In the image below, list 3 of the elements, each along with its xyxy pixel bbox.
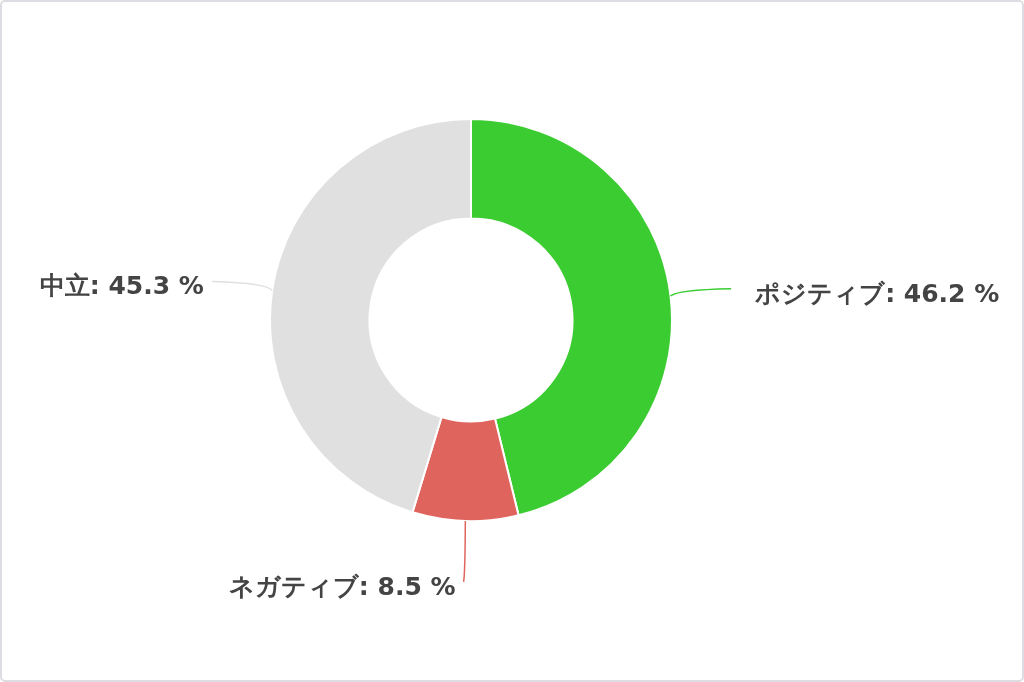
slice-label: ポジティブ: 46.2 % (754, 278, 1000, 308)
slice-label: ネガティブ: 8.5 % (228, 571, 456, 601)
slice-label: 中立: 45.3 % (39, 271, 204, 301)
